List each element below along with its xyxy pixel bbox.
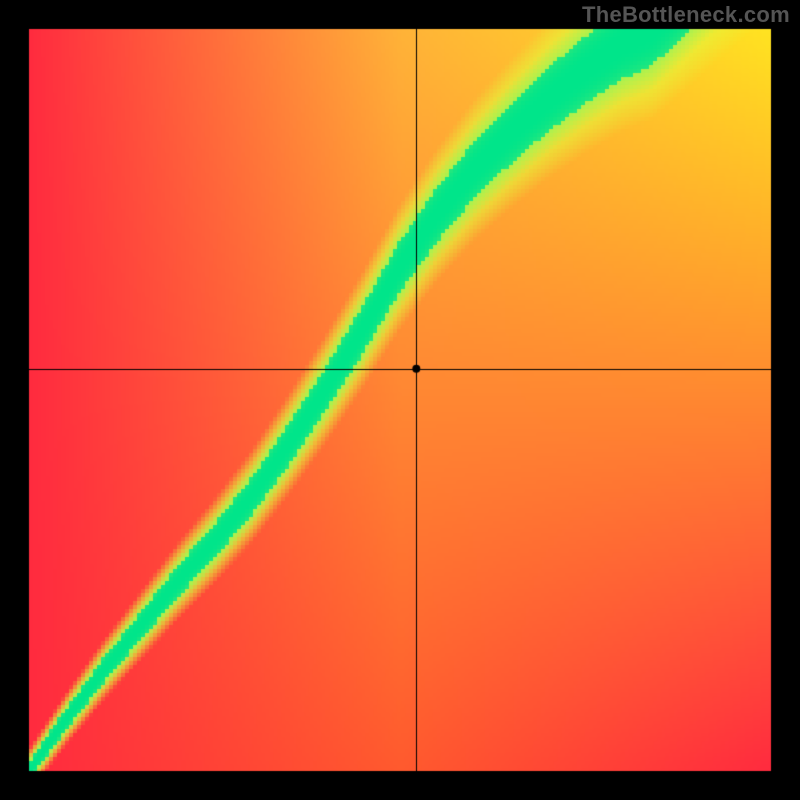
bottleneck-heatmap-canvas [0,0,800,800]
watermark-text: TheBottleneck.com [582,2,790,28]
bottleneck-heatmap-container: TheBottleneck.com [0,0,800,800]
